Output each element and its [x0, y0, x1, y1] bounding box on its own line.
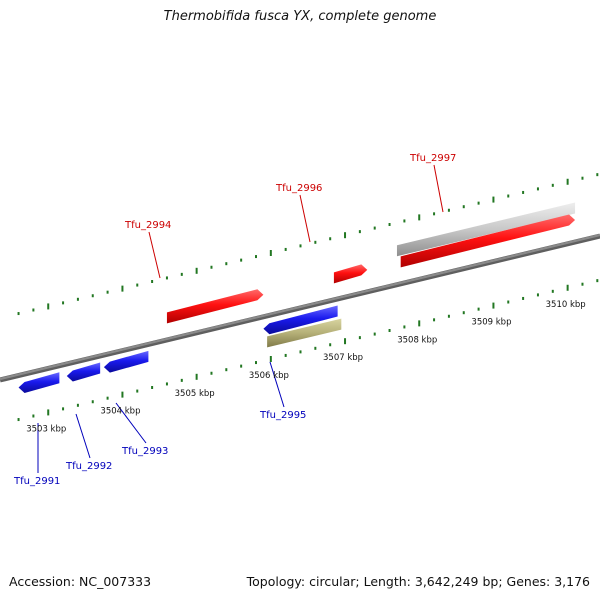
page-title: Thermobifida fusca YX, complete genome	[163, 9, 437, 24]
scale-tick-label: 3503 kbp	[26, 424, 66, 434]
gene-label-tfu-2991: Tfu_2991	[13, 476, 60, 487]
map-labels: 3503 kbp 3504 kbp 3505 kbp 3506 kbp 3507 kbp…	[13, 153, 586, 487]
gene-label-tfu-2995: Tfu_2995	[259, 410, 306, 421]
gene-tfu-2992	[66, 362, 101, 382]
scale-tick-label: 3510 kbp	[546, 300, 586, 310]
gene-label-tfu-2992: Tfu_2992	[65, 461, 112, 472]
leader-line-tfu-2995	[269, 361, 285, 408]
gene-tfu-2991	[18, 372, 60, 394]
gene-tfu-2995	[263, 305, 338, 335]
gene-feature-other-feature	[267, 318, 342, 348]
leader-line-tfu-2993	[115, 402, 147, 444]
leader-line-tfu-2994	[148, 231, 161, 279]
gene-feature-rna-gene	[396, 202, 576, 257]
scale-tick-label: 3505 kbp	[175, 389, 215, 399]
leader-line-tfu-2996	[299, 194, 311, 243]
ruler-dot-tracks	[17, 173, 599, 422]
gene-label-tfu-2993: Tfu_2993	[121, 446, 168, 457]
gene-tfu-2997	[400, 214, 576, 268]
scale-tick-label: 3506 kbp	[249, 371, 289, 381]
scale-tick-label: 3504 kbp	[100, 407, 140, 417]
accession-text: Accession: NC_007333	[9, 574, 152, 589]
label-leader-lines	[37, 164, 444, 473]
genome-backbone	[0, 233, 600, 383]
gene-label-tfu-2996: Tfu_2996	[275, 183, 322, 194]
scale-tick-label: 3508 kbp	[397, 335, 437, 345]
gene-label-tfu-2994: Tfu_2994	[124, 220, 171, 231]
gene-label-tfu-2997: Tfu_2997	[409, 153, 456, 164]
leader-line-tfu-2997	[433, 164, 444, 213]
gene-features	[18, 202, 576, 394]
leader-line-tfu-2992	[75, 413, 91, 459]
backbone-line	[0, 233, 600, 381]
scale-tick-label: 3507 kbp	[323, 353, 363, 363]
scale-tick-label: 3509 kbp	[471, 318, 511, 328]
genome-summary-text: Topology: circular; Length: 3,642,249 bp…	[246, 574, 590, 589]
gene-tfu-2994	[166, 289, 264, 324]
gene-tfu-2993	[103, 350, 149, 373]
gene-tfu-2996	[333, 264, 368, 284]
